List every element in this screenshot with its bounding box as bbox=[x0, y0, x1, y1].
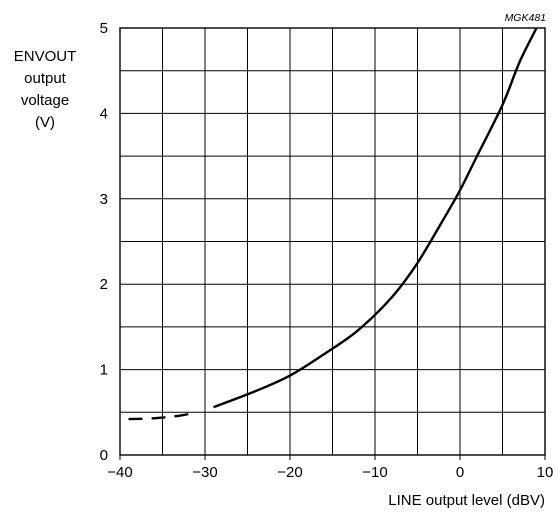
x-tick-label: −30 bbox=[192, 464, 217, 481]
x-tick-label: −20 bbox=[277, 464, 302, 481]
figure-reference: MGK481 bbox=[505, 12, 546, 24]
y-axis-title: ENVOUT output voltage (V) bbox=[14, 48, 77, 131]
series-layer bbox=[128, 27, 538, 421]
x-tick-label: −40 bbox=[107, 464, 132, 481]
y-tick-label: 4 bbox=[100, 105, 108, 122]
tick-labels: −40 −30 −20 −10 0 10 0 1 2 3 4 5 bbox=[100, 20, 554, 481]
x-tick-label: 0 bbox=[456, 464, 464, 481]
x-axis-title: LINE output level (dBV) bbox=[388, 492, 545, 509]
y-tick-label: 5 bbox=[100, 20, 108, 37]
y-tick-label: 1 bbox=[100, 362, 108, 379]
curve-dashed bbox=[128, 411, 197, 421]
plot-frame bbox=[119, 27, 546, 456]
y-tick-label: 3 bbox=[100, 191, 108, 208]
grid bbox=[119, 27, 546, 460]
y-tick-label: 2 bbox=[100, 276, 108, 293]
y-axis-title-line: output bbox=[24, 70, 67, 87]
x-tick-label: −10 bbox=[362, 464, 387, 481]
y-axis-title-line: (V) bbox=[35, 114, 55, 131]
y-axis-title-line: ENVOUT bbox=[14, 48, 77, 65]
y-tick-label: 0 bbox=[100, 447, 108, 464]
curve-solid bbox=[213, 27, 538, 409]
x-tick-label: 10 bbox=[537, 464, 554, 481]
y-axis-title-line: voltage bbox=[21, 92, 69, 109]
